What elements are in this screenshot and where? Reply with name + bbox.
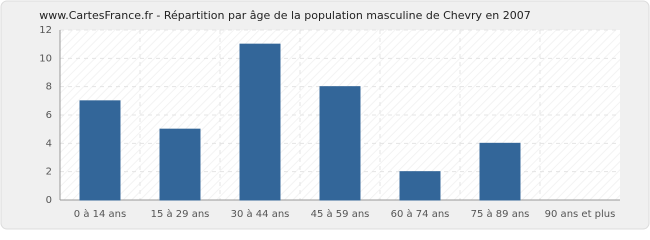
bar (479, 142, 521, 201)
x-tick-label: 75 à 89 ans (471, 208, 530, 220)
x-tick-label: 45 à 59 ans (311, 208, 370, 220)
x-tick-label: 60 à 74 ans (391, 208, 450, 220)
y-tick-label: 6 (46, 110, 52, 121)
y-tick-label: 10 (39, 53, 52, 64)
y-tick-label: 2 (46, 167, 52, 178)
y-tick-label: 4 (46, 138, 52, 149)
y-tick-label: 8 (46, 82, 52, 93)
chart-title: www.CartesFrance.fr - Répartition par âg… (39, 9, 531, 22)
x-tick-label: 30 à 44 ans (231, 208, 290, 220)
y-tick-label: 12 (39, 25, 52, 36)
bar (239, 43, 281, 201)
x-tick-label: 15 à 29 ans (151, 208, 210, 220)
bar (159, 128, 201, 201)
bar (79, 100, 121, 201)
chart: www.CartesFrance.fr - Répartition par âg… (0, 0, 650, 230)
x-tick-label: 90 ans et plus (545, 209, 616, 220)
bar (319, 86, 361, 201)
x-tick-label: 0 à 14 ans (74, 208, 126, 220)
y-tick-label: 0 (46, 195, 52, 206)
bar (399, 171, 441, 201)
